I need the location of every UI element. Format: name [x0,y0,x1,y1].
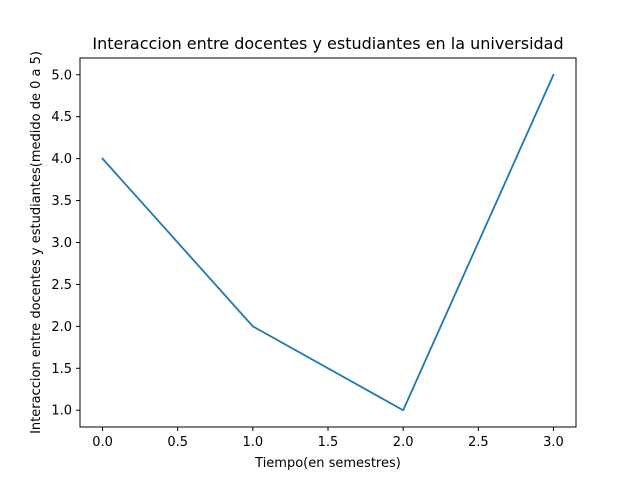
x-tick-label: 1.0 [243,435,264,450]
x-axis-label: Tiempo(en semestres) [254,456,401,471]
chart-title: Interaccion entre docentes y estudiantes… [92,34,563,53]
x-axis: 0.0 0.5 1.0 1.5 2.0 2.5 3.0 [92,427,564,450]
y-axis-label: Interaccion entre docentes y estudiantes… [29,51,44,434]
plot-frame [79,57,577,428]
y-tick-label: 3.5 [51,194,72,209]
x-tick-label: 2.5 [468,435,489,450]
series-layer [101,73,555,412]
x-tick-label: 0.5 [167,435,188,450]
y-tick-label: 5.0 [51,68,72,83]
y-tick-label: 2.0 [51,320,72,335]
y-tick-label: 4.5 [51,110,72,125]
plot-area: 0.0 0.5 1.0 1.5 2.0 2.5 3.0 1.0 1.5 2.0 2.5 3.0 3.5… [51,57,577,450]
y-tick-label: 1.5 [51,362,72,377]
y-tick-label: 1.0 [51,404,72,419]
y-axis: 1.0 1.5 2.0 2.5 3.0 3.5 4.0 4.5 5.0 [51,68,80,419]
x-tick-label: 3.0 [543,435,564,450]
y-tick-label: 4.0 [51,152,72,167]
series-line [101,73,555,412]
y-tick-label: 2.5 [51,278,72,293]
x-tick-label: 0.0 [92,435,113,450]
y-tick-label: 3.0 [51,236,72,251]
x-tick-label: 2.0 [393,435,414,450]
x-tick-label: 1.5 [318,435,339,450]
